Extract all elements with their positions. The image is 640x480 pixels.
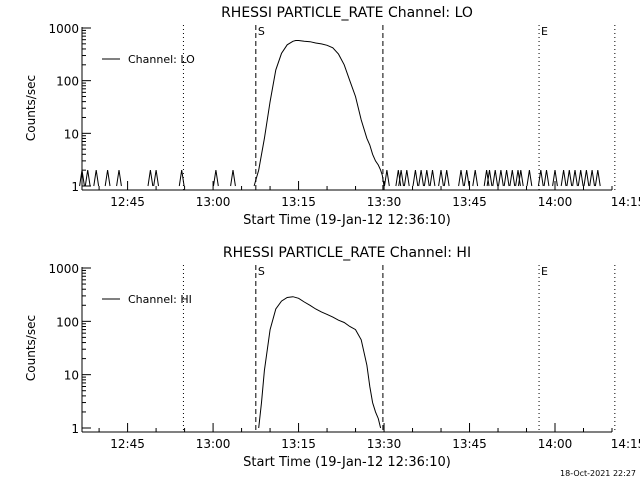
count-blip-lo-3 <box>104 170 111 187</box>
y-ticks-hi: 1 10 100 1000 <box>48 262 91 436</box>
count-blip-lo-15 <box>418 170 424 187</box>
count-blip-lo-8 <box>213 170 219 187</box>
count-blip-lo-12 <box>398 170 404 187</box>
x-tick-label-hi-0: 12:45 <box>110 437 145 451</box>
data-lines-lo <box>79 40 601 187</box>
x-tick-label-hi-6: 14:15 <box>611 437 640 451</box>
count-blip-lo-36 <box>566 170 573 187</box>
count-blip-lo-2 <box>93 170 100 187</box>
x-tick-label-lo-6: 14:15 <box>611 195 640 209</box>
count-blip-lo-4 <box>116 170 122 187</box>
count-blip-lo-21 <box>463 170 470 187</box>
x-tick-label-hi-1: 13:00 <box>196 437 231 451</box>
count-blip-lo-37 <box>572 170 578 187</box>
count-blip-lo-7 <box>178 170 185 187</box>
y-axis-label-lo: Counts/sec <box>24 75 38 141</box>
count-blip-lo-5 <box>147 170 154 187</box>
count-blip-lo-30 <box>517 170 524 187</box>
x-ticks-hi: 12:45 13:00 13:15 13:30 13:45 14:00 14:15 <box>98 423 640 451</box>
start-marker-label-hi: S <box>258 265 265 278</box>
count-blip-lo-17 <box>429 170 436 187</box>
count-blip-lo-26 <box>498 170 504 187</box>
y-tick-label-lo-3: 1000 <box>48 22 79 36</box>
legend-hi: Channel: HI <box>102 293 192 306</box>
start-marker-label-lo: S <box>258 25 265 38</box>
count-blip-lo-38 <box>577 170 584 187</box>
count-blip-lo-28 <box>509 170 516 187</box>
y-ticks-lo: 1 10 100 1000 <box>48 22 91 194</box>
count-blip-lo-35 <box>560 170 567 187</box>
y-tick-label-hi-3: 1000 <box>48 262 79 276</box>
count-blip-lo-16 <box>423 170 430 187</box>
end-marker-label-lo: E <box>541 25 548 38</box>
count-blip-lo-34 <box>552 170 558 187</box>
count-blip-lo-32 <box>537 170 544 187</box>
chart-title-lo: RHESSI PARTICLE_RATE Channel: LO <box>221 5 473 21</box>
count-blip-lo-1 <box>84 170 91 187</box>
x-tick-label-hi-3: 13:30 <box>367 437 402 451</box>
x-tick-label-lo-1: 13:00 <box>196 195 231 209</box>
x-tick-label-hi-4: 13:45 <box>452 437 487 451</box>
footer-timestamp: 18-Oct-2021 22:27 <box>560 469 636 478</box>
y-tick-label-lo-0: 1 <box>71 180 79 194</box>
count-blip-lo-6 <box>153 170 159 187</box>
legend-label-hi: Channel: HI <box>128 293 192 306</box>
x-tick-label-lo-4: 13:45 <box>452 195 487 209</box>
count-blip-lo-24 <box>486 170 493 187</box>
x-tick-label-lo-3: 13:30 <box>367 195 402 209</box>
series-line-lo-0 <box>253 40 385 187</box>
y-axis-label-hi: Counts/sec <box>24 315 38 381</box>
count-blip-lo-27 <box>503 170 510 187</box>
count-blip-lo-20 <box>458 170 464 187</box>
count-blip-lo-19 <box>443 170 450 187</box>
count-blip-lo-40 <box>589 170 595 187</box>
count-blip-lo-13 <box>403 170 410 187</box>
y-tick-label-hi-1: 10 <box>64 369 79 383</box>
count-blip-lo-33 <box>543 170 550 187</box>
x-tick-label-lo-2: 13:15 <box>281 195 316 209</box>
count-blip-lo-9 <box>230 170 236 187</box>
chart-title-hi: RHESSI PARTICLE_RATE Channel: HI <box>223 245 471 261</box>
series-line-hi-0 <box>258 296 382 429</box>
y-tick-label-hi-0: 1 <box>71 422 79 436</box>
count-blip-lo-41 <box>594 170 601 187</box>
count-blip-lo-10 <box>384 170 390 187</box>
x-tick-label-hi-5: 14:00 <box>538 437 573 451</box>
x-tick-label-hi-2: 13:15 <box>281 437 316 451</box>
data-lines-hi <box>258 296 382 429</box>
x-axis-label-lo: Start Time (19-Jan-12 12:36:10) <box>243 213 451 228</box>
y-tick-label-lo-1: 10 <box>64 127 79 141</box>
x-tick-label-lo-5: 14:00 <box>538 195 573 209</box>
count-blip-lo-22 <box>472 170 479 187</box>
y-tick-label-lo-2: 100 <box>56 75 79 89</box>
legend-lo: Channel: LO <box>102 53 195 66</box>
x-axis-label-hi: Start Time (19-Jan-12 12:36:10) <box>243 455 451 470</box>
x-tick-label-lo-0: 12:45 <box>110 195 145 209</box>
count-blip-lo-18 <box>438 170 444 187</box>
count-blip-lo-39 <box>583 170 590 187</box>
x-ticks-lo: 12:45 13:00 13:15 13:30 13:45 14:00 14:15 <box>98 181 640 209</box>
count-blip-lo-25 <box>492 170 499 187</box>
end-marker-label-hi: E <box>541 265 548 278</box>
count-blip-lo-31 <box>526 170 533 187</box>
count-blip-lo-14 <box>412 170 419 187</box>
legend-label-lo: Channel: LO <box>128 53 195 66</box>
y-tick-label-hi-2: 100 <box>56 315 79 329</box>
